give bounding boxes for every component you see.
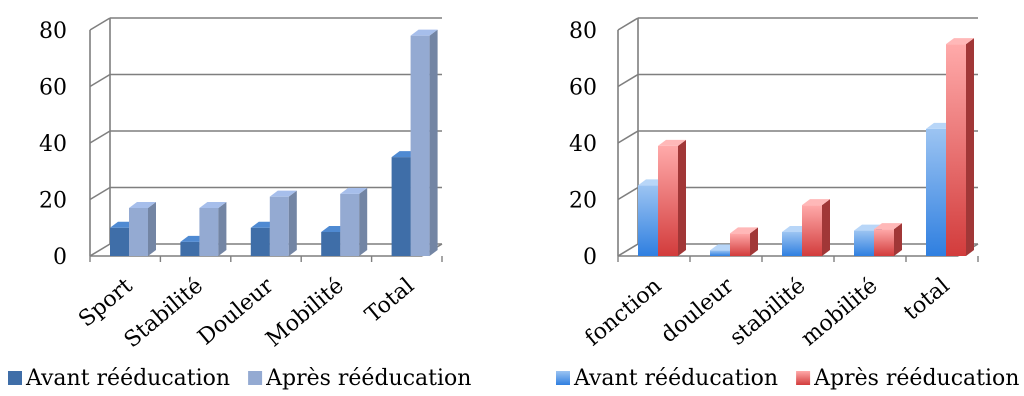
legend-label: Avant rééducation	[25, 366, 230, 391]
bar-side	[966, 38, 974, 256]
y-tick-label: 60	[569, 76, 597, 101]
bar-top	[946, 38, 974, 45]
y-tick-label: 40	[39, 132, 67, 157]
bar-apres-mobilité	[874, 223, 902, 256]
bar-side	[148, 201, 156, 256]
legend-label: Après rééducation	[265, 366, 471, 391]
bar-side	[288, 190, 297, 256]
bar-apres-douleur	[730, 227, 758, 256]
bar-side	[359, 187, 368, 256]
bar-front	[658, 145, 678, 256]
gridline-depth	[89, 17, 111, 31]
x-tick-label: Stabilité	[120, 273, 208, 353]
legend-label: Après rééducation	[813, 366, 1019, 391]
gridline-depth	[617, 130, 639, 144]
bar-front	[410, 35, 430, 257]
bar-top	[340, 187, 368, 194]
bar-apres-douleur	[269, 190, 297, 256]
bar-front	[802, 205, 822, 256]
bar-apres-fonction	[658, 139, 686, 256]
bar-front	[391, 157, 411, 256]
legend-item: Après rééducation	[248, 366, 471, 391]
bar-front	[129, 207, 148, 256]
legend-swatch	[248, 371, 263, 385]
chart-right: 0 20 40 60 80 fonctiondouleurstabilitémobilit…	[556, 17, 1019, 391]
bar-side	[750, 227, 758, 256]
bar-front	[874, 229, 894, 256]
bar-front	[340, 193, 360, 256]
bar-top	[730, 227, 758, 234]
legend-swatch	[8, 371, 22, 385]
legend-item: Avant rééducation	[8, 366, 230, 391]
bar-front	[782, 231, 802, 256]
bar-side	[429, 29, 438, 257]
y-tick-label: 40	[569, 132, 597, 157]
y-tick-label: 0	[583, 245, 597, 270]
legend-item: Avant rééducation	[556, 366, 778, 391]
gridline-depth	[617, 243, 639, 257]
y-tick-label: 0	[53, 245, 67, 270]
y-tick-label: 20	[569, 189, 597, 214]
bar-apres-mobilité	[340, 187, 368, 256]
bar-top	[658, 139, 686, 146]
x-tick-label: Sport	[74, 273, 138, 332]
bar-apres-total	[946, 38, 974, 256]
gridline-depth	[617, 73, 639, 88]
y-tick-label: 80	[569, 19, 597, 44]
bar-top	[199, 201, 227, 208]
x-tick-label: fonction	[581, 273, 667, 351]
bar-side	[822, 199, 830, 256]
bar-front	[110, 227, 129, 256]
legend-label: Avant rééducation	[573, 366, 778, 391]
legend-swatch	[556, 371, 570, 385]
bar-front	[854, 230, 874, 256]
bar-front	[180, 241, 200, 256]
bar-top	[802, 199, 830, 206]
gridline-depth	[89, 73, 111, 88]
bar-side	[218, 201, 227, 256]
gridline-depth	[89, 243, 111, 257]
x-tick-label: Total	[361, 273, 419, 328]
x-tick-label: douleur	[656, 273, 739, 348]
gridline-depth	[89, 186, 111, 201]
x-tick-label: stabilité	[725, 273, 810, 350]
bar-front	[946, 44, 966, 256]
x-tick-label: Mobilité	[262, 273, 349, 352]
y-tick-label: 60	[39, 76, 67, 101]
gridline-depth	[89, 130, 111, 144]
bar-apres-stabilité	[199, 201, 227, 256]
bar-apres-total	[410, 29, 438, 257]
gridline-depth	[617, 186, 639, 201]
x-tick-label: total	[899, 273, 954, 325]
bar-side	[678, 139, 686, 256]
bar-top	[874, 223, 902, 230]
bar-side	[894, 223, 902, 256]
bar-front	[250, 227, 270, 256]
legend-swatch	[796, 371, 811, 385]
bar-front	[199, 207, 219, 256]
bar-apres-sport	[129, 201, 156, 256]
bar-top	[269, 190, 297, 197]
bar-front	[710, 250, 730, 256]
bar-front	[926, 128, 946, 256]
bar-front	[269, 196, 289, 256]
bar-apres-stabilité	[802, 199, 830, 256]
legend-item: Après rééducation	[796, 366, 1019, 391]
gridline-depth	[617, 17, 639, 31]
bar-front	[730, 233, 750, 256]
bar-front	[638, 185, 658, 256]
x-tick-label: mobilité	[797, 273, 883, 351]
bar-top	[410, 29, 438, 36]
y-tick-label: 20	[39, 189, 67, 214]
bar-top	[129, 201, 156, 208]
y-tick-label: 80	[39, 19, 67, 44]
bar-front	[321, 231, 341, 256]
